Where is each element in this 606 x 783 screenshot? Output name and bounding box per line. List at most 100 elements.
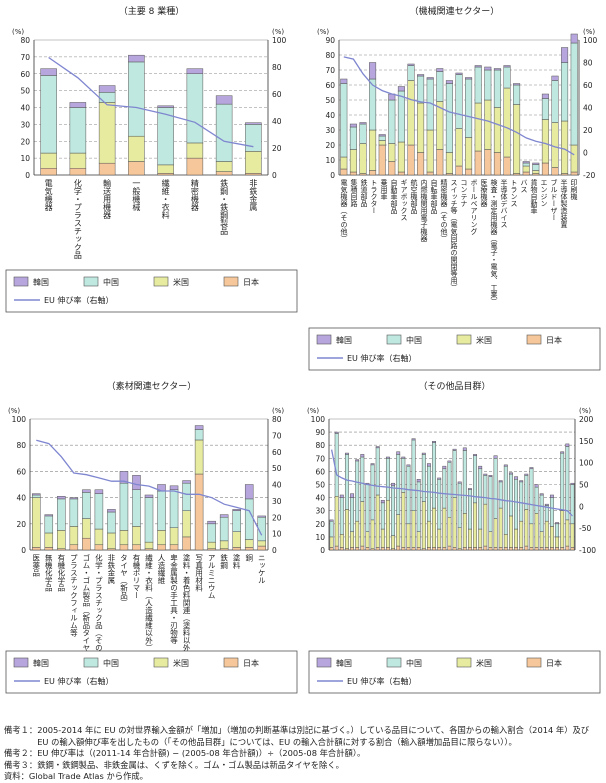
y-tick-label-right: 0 (579, 502, 584, 511)
legend-label: 米国 (476, 335, 492, 345)
bar-segment (529, 467, 534, 470)
bar-segment (215, 103, 233, 162)
category-label: 有機ポリマー (132, 553, 141, 599)
bar-segment (69, 168, 87, 176)
y-tick-label-right: 60 (272, 90, 282, 99)
bar-segment (442, 507, 447, 548)
bar-segment (245, 122, 262, 125)
legend-swatch (83, 276, 99, 287)
bar-segment (484, 69, 492, 101)
bar-segment (94, 528, 104, 546)
bar-segment (522, 162, 530, 167)
y-tick-label-right: 50 (272, 464, 282, 473)
bar-segment (219, 517, 229, 542)
bar-segment (565, 443, 570, 447)
legend-swatch (526, 334, 542, 345)
bar-segment (219, 540, 229, 549)
bar-segment (350, 531, 355, 548)
bar-segment (503, 66, 511, 89)
bar-segment (334, 431, 339, 434)
bar-segment (555, 522, 560, 525)
legend-swatch (316, 657, 332, 668)
y-tick-label-right: 30 (272, 497, 282, 506)
bar-segment (498, 547, 503, 551)
legend-label: 中国 (406, 658, 422, 668)
bar-segment (207, 523, 216, 543)
y-tick-label-left: 0 (21, 546, 26, 555)
legend: 韓国 中国 米国 日本 EU 伸び率（右軸） (308, 327, 601, 371)
bar-segment (474, 150, 482, 176)
bar-segment (488, 475, 493, 477)
bar-segment (549, 497, 554, 527)
bar-segment (555, 547, 560, 551)
bar-segment (380, 547, 385, 551)
bar-segment (32, 494, 41, 498)
legend-swatch (223, 657, 239, 668)
bar-segment (532, 164, 540, 171)
bar-segment (519, 480, 524, 483)
bar-segment (194, 473, 204, 551)
bar-segment (128, 161, 145, 176)
category-label: 半導体製造装置 (560, 178, 568, 228)
bar-segment (478, 547, 483, 551)
bar-segment (551, 167, 559, 176)
legend-label: 韓国 (33, 277, 49, 287)
bar-segment (380, 499, 385, 504)
category-label: エンジン (540, 179, 548, 207)
legend-box (308, 650, 601, 694)
category-label: 一般機械 (132, 179, 141, 212)
bar-segment (551, 122, 559, 168)
bar-segment (513, 84, 521, 105)
bar-segment (529, 468, 534, 525)
bar-segment (483, 545, 488, 551)
bar-segment (128, 54, 145, 63)
bar-segment (32, 547, 41, 551)
bar-segment (340, 78, 348, 84)
bar-segment (513, 83, 521, 86)
bar-segment (493, 547, 498, 551)
bar-segment (57, 530, 66, 549)
bar-segment (186, 157, 204, 176)
bar-segment (132, 526, 141, 546)
legend-label: 韓国 (336, 658, 352, 668)
y-tick-label-left: 80 (325, 51, 335, 60)
bar-segment (465, 137, 473, 170)
bar-segment (182, 536, 191, 551)
bar-segment (570, 547, 575, 551)
bar-segment (344, 454, 349, 510)
bar-segment (360, 545, 365, 551)
legend-line-label: EU 伸び率（右軸） (347, 353, 416, 363)
bar-segment (40, 75, 57, 154)
y-axis-unit-left: (%) (8, 407, 20, 415)
bar-segment (426, 171, 434, 176)
bar-segment (244, 484, 254, 500)
y-tick-label-right: 0 (272, 546, 277, 555)
bar-segment (169, 489, 179, 528)
bar-segment (467, 528, 472, 548)
bar-segment (369, 62, 377, 80)
bar-segment (560, 451, 565, 454)
bar-segment (503, 65, 511, 68)
bar-segment (339, 494, 344, 498)
bar-segment (360, 456, 365, 502)
bar-segment (416, 547, 421, 551)
category-label: 電気機器 (44, 179, 53, 212)
bar-segment (388, 99, 396, 144)
legend-label: 日本 (546, 335, 562, 345)
bar-segment (544, 520, 549, 548)
bar-segment (359, 143, 367, 174)
bar-segment (445, 152, 453, 174)
bar-segment (437, 479, 442, 530)
chart-title: （主要 8 業種） (119, 5, 184, 17)
y-tick-label-left: 40 (16, 494, 26, 503)
legend-box (5, 650, 298, 694)
bar-segment (107, 509, 116, 513)
bar-segment (555, 536, 560, 548)
bar-segment (128, 61, 145, 137)
bar-segment (503, 156, 511, 176)
bar-segment (40, 168, 57, 176)
bar-segment (107, 532, 116, 549)
bar-segment (541, 162, 549, 176)
y-tick-label-left: 60 (20, 70, 30, 79)
bar-segment (551, 75, 559, 81)
